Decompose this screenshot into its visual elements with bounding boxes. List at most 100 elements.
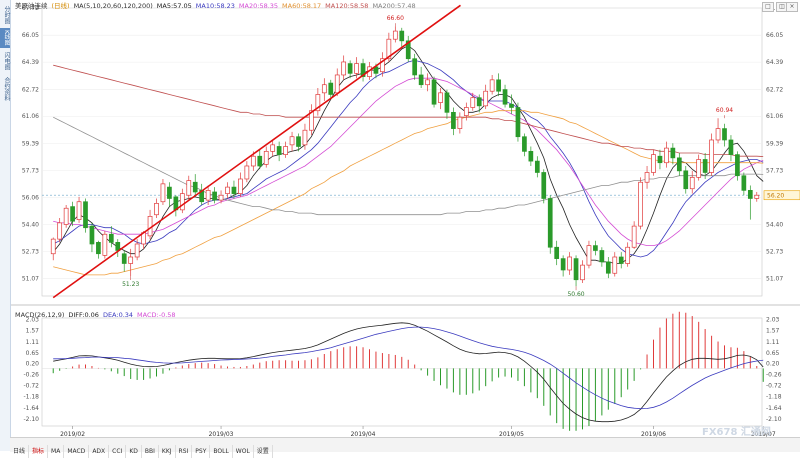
candle-body bbox=[676, 157, 682, 172]
price-ytick-left: 54.40 bbox=[22, 221, 39, 228]
candle-body bbox=[657, 155, 663, 164]
candle-body bbox=[192, 181, 198, 193]
legend-ma-label: MA(5,10,20,60,120,200) bbox=[73, 2, 153, 10]
candle-body bbox=[689, 177, 695, 190]
candle-body bbox=[728, 139, 734, 155]
tab-boll[interactable]: BOLL bbox=[210, 445, 233, 458]
candle-body bbox=[515, 107, 521, 138]
tab-psy[interactable]: PSY bbox=[192, 445, 211, 458]
candle-body bbox=[438, 92, 443, 103]
legend-ma60: MA60:58.17 bbox=[282, 2, 322, 10]
macd-ytick-left: 1.57 bbox=[26, 328, 40, 335]
tab-kkj[interactable]: KKJ bbox=[159, 445, 176, 458]
x-tick-label: 2019/05 bbox=[499, 431, 524, 438]
price-legend: 美原油连续 (日线) MA(5,10,20,60,120,200) MA5:57.05… bbox=[15, 1, 420, 11]
maximize-icon[interactable]: □ bbox=[762, 2, 774, 12]
candle-body bbox=[302, 129, 308, 146]
candle-body bbox=[683, 170, 689, 190]
candle-body bbox=[418, 74, 424, 86]
macd-ytick-left: 0.65 bbox=[26, 350, 40, 357]
tab-indicator[interactable]: 指标 bbox=[29, 445, 49, 458]
tab-wol[interactable]: WOL bbox=[233, 445, 254, 458]
candle-body bbox=[735, 154, 740, 177]
candle-body bbox=[489, 79, 495, 92]
ma-line-ma20 bbox=[53, 77, 764, 247]
candle-body bbox=[741, 175, 747, 191]
watermark: FX678 汇通网 bbox=[702, 427, 771, 438]
tab-rsi[interactable]: RSI bbox=[176, 445, 193, 458]
macd-ytick-right: 1.11 bbox=[766, 339, 780, 346]
annotation-label: 60.94 bbox=[716, 107, 733, 114]
candle-body bbox=[263, 150, 269, 165]
price-ytick-left: 52.73 bbox=[22, 249, 39, 256]
candle-body bbox=[160, 183, 166, 203]
legend-ma200: MA200:57.48 bbox=[372, 2, 416, 10]
price-ytick-left: 64.39 bbox=[22, 59, 39, 66]
candle-body bbox=[70, 206, 75, 222]
sidebar-item-timeshare[interactable]: 分时图 bbox=[3, 6, 10, 24]
candle-body bbox=[50, 238, 56, 255]
candle-body bbox=[496, 79, 501, 92]
tab-settings[interactable]: 设置 bbox=[254, 445, 273, 458]
macd-ytick-right: 1.57 bbox=[766, 328, 780, 335]
macd-diff-line bbox=[53, 322, 764, 423]
candle-body bbox=[554, 246, 560, 259]
candle-body bbox=[380, 58, 385, 73]
ma-line-ma60 bbox=[53, 110, 764, 276]
candle-body bbox=[715, 128, 721, 141]
candle-body bbox=[347, 63, 353, 74]
close-icon[interactable]: × bbox=[786, 2, 798, 12]
candle-body bbox=[476, 97, 482, 107]
candle-body bbox=[134, 243, 140, 258]
candle-body bbox=[128, 256, 134, 264]
tab-macd[interactable]: MACD bbox=[64, 445, 90, 458]
candle-body bbox=[360, 63, 366, 77]
candle-body bbox=[315, 94, 321, 112]
annotation-label: 51.23 bbox=[122, 281, 139, 288]
price-panel-frame bbox=[41, 7, 763, 297]
candle-body bbox=[457, 116, 463, 129]
macd-legend-macd: MACD:-0.58 bbox=[137, 311, 176, 319]
macd-ytick-left: -1.18 bbox=[23, 394, 39, 401]
price-ytick-right: 57.73 bbox=[766, 167, 783, 174]
candle-body bbox=[580, 264, 585, 281]
candle-body bbox=[186, 180, 192, 196]
candle-body bbox=[257, 155, 263, 167]
candle-body bbox=[147, 216, 153, 237]
candle-body bbox=[444, 92, 450, 113]
candle-body bbox=[722, 128, 727, 141]
macd-ytick-left: -2.10 bbox=[23, 416, 39, 423]
tab-ma[interactable]: MA bbox=[48, 445, 65, 458]
x-tick-label: 2019/07 bbox=[751, 431, 776, 438]
candle-body bbox=[618, 256, 624, 264]
macd-panel-frame bbox=[41, 317, 763, 427]
price-ytick-right: 51.07 bbox=[766, 276, 783, 283]
last-price-label: 56.20 bbox=[767, 192, 784, 199]
tab-kd[interactable]: KD bbox=[126, 445, 142, 458]
price-ytick-left: 61.06 bbox=[22, 113, 39, 120]
candle-body bbox=[167, 186, 172, 199]
candle-body bbox=[522, 136, 527, 152]
candle-body bbox=[57, 222, 63, 240]
tab-adx[interactable]: ADX bbox=[89, 445, 110, 458]
sidebar-item-kline[interactable]: K线图 bbox=[0, 28, 10, 48]
candle-body bbox=[586, 245, 592, 266]
sidebar-item-flash[interactable]: 闪电图 bbox=[3, 52, 10, 70]
price-ytick-right: 54.40 bbox=[766, 221, 783, 228]
candle-body bbox=[541, 172, 547, 199]
macd-ytick-right: 2.03 bbox=[766, 317, 780, 324]
candle-body bbox=[334, 74, 340, 94]
macd-legend-label: MACD(26,12,9) bbox=[15, 311, 65, 319]
tab-daily[interactable]: 日线 bbox=[10, 445, 30, 458]
tab-bbi[interactable]: BBI bbox=[142, 445, 159, 458]
last-price-box bbox=[763, 190, 800, 201]
legend-ma20: MA20:58.35 bbox=[238, 2, 279, 10]
tab-cci[interactable]: CCI bbox=[109, 445, 127, 458]
candle-body bbox=[296, 136, 301, 147]
left-sidebar: 分时图 K线图 闪电图 合约资料 bbox=[0, 0, 11, 451]
sidebar-item-contract-info[interactable]: 合约资料 bbox=[3, 77, 10, 101]
candle-body bbox=[212, 191, 217, 201]
price-ytick-left: 56.06 bbox=[22, 195, 39, 202]
candle-body bbox=[702, 159, 708, 173]
